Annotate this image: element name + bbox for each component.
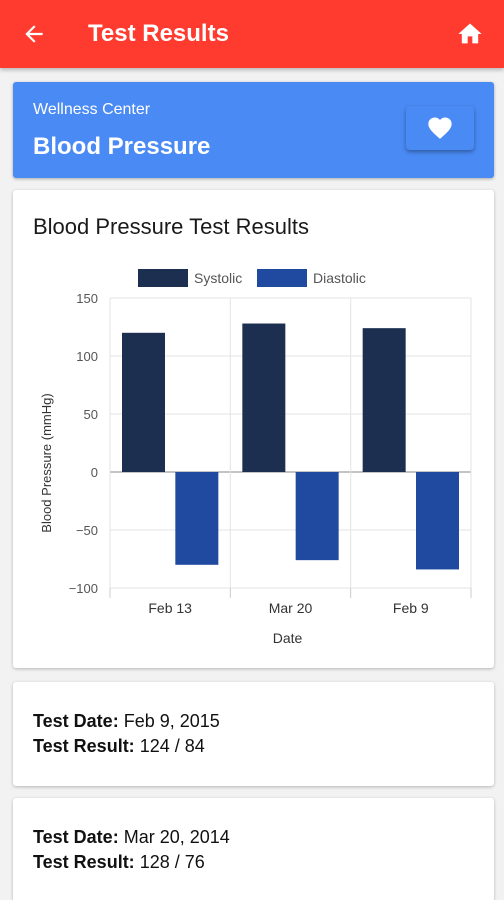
legend-label-diastolic: Diastolic (313, 270, 366, 286)
y-tick-label: −50 (76, 523, 98, 538)
bar-diastolic (416, 472, 459, 570)
bar-diastolic (295, 472, 339, 561)
x-tick-label: Feb 13 (148, 600, 192, 616)
favorite-button[interactable] (406, 106, 474, 150)
test-result-value: 128 / 76 (139, 852, 205, 872)
home-icon (458, 23, 482, 44)
y-tick-label: −100 (69, 581, 98, 596)
test-date-value: Feb 9, 2015 (123, 711, 220, 731)
test-date-label: Test Date: (33, 711, 119, 731)
header-card: Wellness Center Blood Pressure (13, 82, 494, 178)
y-axis-title: Blood Pressure (mmHg) (39, 393, 54, 532)
back-button[interactable] (0, 0, 68, 68)
chart-card-title: Blood Pressure Test Results (33, 214, 309, 239)
x-axis-title: Date (273, 630, 303, 646)
result-card[interactable]: Test Date: Mar 20, 2014 Test Result: 128… (13, 798, 494, 900)
test-date-line: Test Date: Feb 9, 2015 (33, 711, 220, 732)
bar-diastolic (175, 472, 219, 565)
legend-label-systolic: Systolic (194, 270, 242, 286)
test-result-value: 124 / 84 (139, 736, 205, 756)
heart-icon (428, 117, 452, 139)
chart-card: Blood Pressure Test Results 150 100 50 0 −50… (13, 190, 494, 668)
y-tick-label: 0 (91, 465, 98, 480)
header-subtitle: Wellness Center (33, 101, 151, 118)
bar-systolic (362, 328, 406, 472)
arrow-left-icon (25, 25, 43, 43)
test-date-line: Test Date: Mar 20, 2014 (33, 827, 230, 848)
home-button[interactable] (446, 10, 494, 58)
page-title: Test Results (88, 20, 229, 47)
test-date-value: Mar 20, 2014 (123, 827, 230, 847)
x-tick-label: Feb 9 (393, 600, 429, 616)
blood-pressure-chart: 150 100 50 0 −50 −100 Feb 13 Mar 20 Feb 9 Date Blo… (39, 269, 472, 646)
test-date-label: Test Date: (33, 827, 119, 847)
header-title: Blood Pressure (33, 133, 211, 160)
x-tick-label: Mar 20 (269, 600, 313, 616)
test-result-label: Test Result: (33, 852, 135, 872)
legend-swatch-systolic (138, 269, 188, 287)
test-result-label: Test Result: (33, 736, 135, 756)
result-card[interactable]: Test Date: Feb 9, 2015 Test Result: 124 … (13, 682, 494, 786)
app-bar: Test Results (0, 0, 504, 68)
test-result-line: Test Result: 124 / 84 (33, 736, 205, 757)
y-tick-label: 50 (84, 407, 98, 422)
legend-swatch-diastolic (257, 269, 307, 287)
bar-systolic (122, 332, 165, 472)
y-tick-label: 150 (76, 291, 98, 306)
test-result-line: Test Result: 128 / 76 (33, 852, 205, 873)
bar-systolic (242, 323, 286, 472)
y-tick-label: 100 (76, 349, 98, 364)
